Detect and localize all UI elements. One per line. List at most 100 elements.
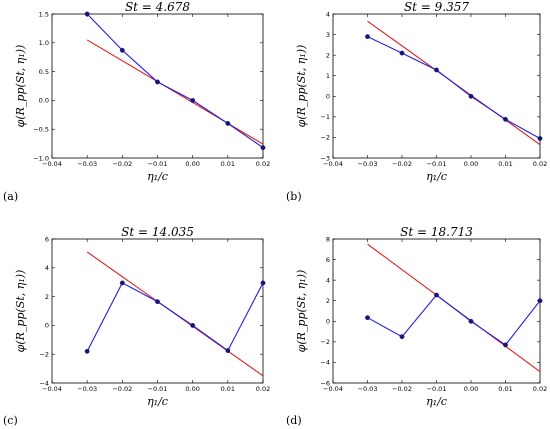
y-tick-label: −1.0 (33, 154, 49, 162)
x-tick-label: −0.04 (323, 160, 343, 168)
x-tick-label: 0.02 (533, 385, 547, 393)
x-tick-label: −0.01 (427, 385, 447, 393)
x-tick-label: −0.04 (42, 385, 62, 393)
x-tick-label: 0.01 (498, 385, 512, 393)
y-tick-label: −6 (320, 379, 330, 387)
y-tick-label: −0.5 (33, 126, 49, 134)
x-axis-label: η₁/c (147, 395, 168, 408)
chart-title: St = 9.357 (404, 0, 469, 14)
y-tick-label: −2 (320, 338, 330, 346)
data-line (86, 282, 263, 352)
x-tick-label: −0.03 (77, 385, 97, 393)
y-tick-label: 0 (326, 93, 330, 101)
panel-letter: (c) (3, 414, 18, 427)
panel-letter: (a) (3, 190, 18, 203)
x-tick-label: −0.04 (323, 385, 343, 393)
y-tick-label: −2 (320, 134, 330, 142)
chart-panel-a: St = 4.678 −0.04 −0.03 −0.02 −0.01 0.00 0.01 0.… (3, 0, 270, 203)
data-point (260, 280, 266, 286)
data-line (367, 36, 540, 139)
x-tick-label: 0.02 (256, 160, 270, 168)
x-tick-label: 0.02 (256, 385, 270, 393)
data-point (399, 50, 405, 56)
data-point (190, 98, 196, 103)
plot-frame (332, 13, 541, 159)
y-axis-label: φ(R_pp(St, η₁)) (295, 270, 308, 353)
y-tick-label: −3 (320, 154, 330, 162)
x-tick-label: −0.03 (358, 160, 378, 168)
x-tick-label: −0.04 (42, 160, 62, 168)
data-point (503, 116, 508, 122)
chart-title: St = 18.713 (400, 225, 473, 239)
x-tick-label: 0.00 (185, 385, 199, 393)
y-tick-label: 0 (326, 318, 330, 326)
data-point (468, 318, 474, 324)
x-tick-label: 0.02 (533, 160, 547, 168)
y-axis-label: φ(R_pp(St, η₁)) (295, 45, 308, 128)
y-tick-label: 2 (326, 297, 330, 305)
data-point (503, 342, 508, 348)
data-point (84, 11, 90, 17)
y-tick-label: 8 (326, 235, 330, 243)
panel-letter: (b) (286, 190, 302, 203)
x-tick-label: 0.00 (464, 385, 478, 393)
y-tick-label: 0.5 (39, 68, 49, 76)
y-tick-label: 4 (45, 264, 49, 272)
y-tick-label: −2 (39, 351, 49, 359)
x-tick-label: −0.01 (427, 160, 447, 168)
y-tick-label: 4 (326, 276, 330, 284)
y-tick-label: 1 (326, 72, 330, 80)
x-tick-label: −0.03 (77, 160, 97, 168)
y-tick-label: 3 (326, 31, 330, 39)
y-tick-label: −4 (320, 359, 330, 367)
x-tick-label: 0.01 (498, 160, 512, 168)
x-axis-label: η₁/c (426, 170, 447, 183)
data-point (537, 136, 543, 141)
plot-frame (332, 238, 541, 384)
x-tick-label: −0.02 (392, 385, 412, 393)
x-tick-label: 0.01 (221, 160, 235, 168)
x-tick-label: −0.01 (148, 160, 168, 168)
data-point (225, 121, 231, 126)
chart-panel-d: St = 18.713 −0.04 −0.03 −0.02 −0.01 0.00 0.01 0… (286, 225, 547, 427)
x-axis-label: η₁/c (426, 395, 447, 408)
x-tick-label: −0.01 (148, 385, 168, 393)
data-point (365, 34, 370, 40)
y-tick-label: 2 (326, 51, 330, 59)
data-point (190, 322, 196, 328)
x-tick-label: −0.03 (358, 385, 378, 393)
plot-frame (51, 238, 264, 384)
x-tick-label: 0.00 (464, 160, 478, 168)
data-point (155, 79, 160, 85)
x-tick-label: −0.02 (112, 160, 132, 168)
y-tick-label: 6 (326, 256, 330, 264)
chart-panel-b: St = 9.357 −0.04 −0.03 −0.02 −0.01 0.00 0.01 0.… (286, 0, 547, 203)
data-point (84, 348, 90, 354)
y-tick-label: 0.0 (39, 97, 49, 105)
data-point (260, 145, 266, 151)
data-line (86, 14, 263, 149)
fit-line (86, 39, 263, 145)
y-tick-label: −1 (320, 113, 330, 121)
data-point (225, 348, 231, 353)
data-point (468, 93, 474, 99)
x-axis-label: η₁/c (147, 170, 168, 183)
data-line (367, 294, 540, 346)
x-tick-label: 0.00 (185, 160, 199, 168)
y-tick-label: 1.0 (39, 39, 49, 47)
data-point (155, 299, 160, 305)
chart-panel-c: St = 14.035 −0.04 −0.03 −0.02 −0.01 0.00 0.01 0… (3, 225, 270, 427)
x-tick-label: −0.02 (392, 160, 412, 168)
data-point (434, 292, 439, 298)
data-point (434, 67, 439, 73)
y-tick-label: −4 (39, 379, 49, 387)
data-point (119, 280, 125, 286)
chart-title: St = 14.035 (121, 225, 194, 239)
chart-title: St = 4.678 (125, 0, 190, 14)
y-tick-label: 2 (45, 293, 49, 301)
y-axis-label: φ(R_pp(St, η₁)) (14, 270, 27, 353)
x-tick-label: 0.01 (221, 385, 235, 393)
y-tick-label: 1.5 (39, 10, 49, 18)
data-point (365, 315, 370, 321)
